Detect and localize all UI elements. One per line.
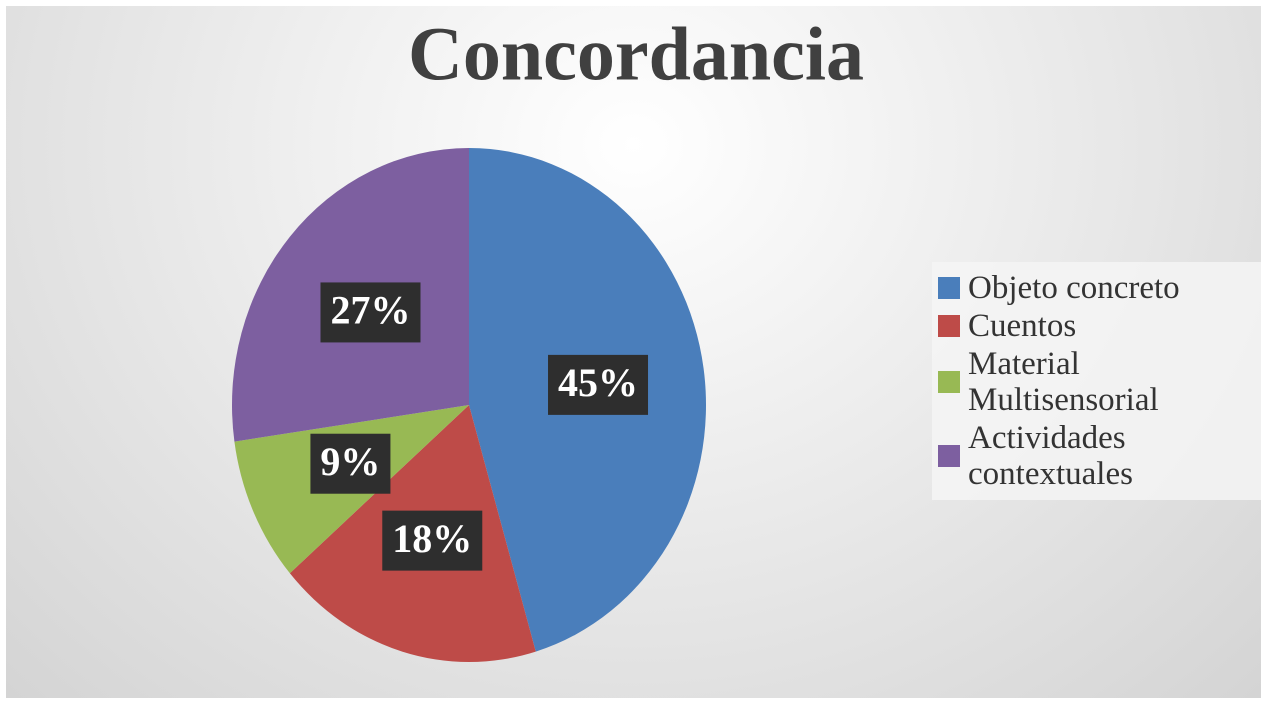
chart-title: Concordancia <box>408 12 864 96</box>
data-label-text: 27% <box>330 288 410 333</box>
data-label-box <box>310 433 391 494</box>
data-label: 45% <box>548 354 649 415</box>
legend: Objeto concreto Cuentos Material Multisens… <box>932 262 1261 500</box>
legend-label: Objeto concreto <box>968 270 1180 306</box>
legend-swatch <box>938 315 960 337</box>
data-label-text: 18% <box>392 516 472 561</box>
legend-item: Material Multisensorial <box>938 346 1261 418</box>
legend-label: Material Multisensorial <box>968 346 1159 418</box>
legend-label: Cuentos <box>968 308 1077 344</box>
legend-item: Actividades contextuales <box>938 420 1261 492</box>
data-label: 9% <box>310 433 391 494</box>
data-label-box <box>548 354 649 415</box>
data-label: 18% <box>382 510 483 571</box>
data-label-text: 9% <box>320 439 380 484</box>
chart: Concordancia 45% 18% 9% 27% Objeto concreto… <box>6 6 1261 698</box>
legend-label: Actividades contextuales <box>968 420 1133 492</box>
data-label-text: 45% <box>558 360 638 405</box>
legend-item: Cuentos <box>938 308 1261 344</box>
data-label-box <box>382 510 483 571</box>
data-label: 27% <box>320 282 421 343</box>
data-label-box <box>320 282 421 343</box>
legend-swatch <box>938 371 960 393</box>
legend-item: Objeto concreto <box>938 270 1261 306</box>
chart-svg: Concordancia 45% 18% 9% 27% <box>231 12 864 662</box>
legend-swatch <box>938 445 960 467</box>
legend-swatch <box>938 277 960 299</box>
